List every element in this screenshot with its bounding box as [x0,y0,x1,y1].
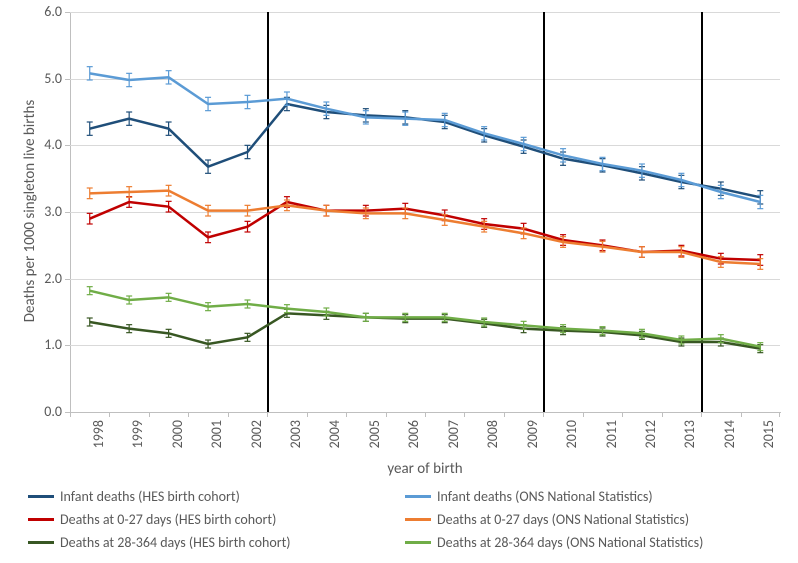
x-tick-label: 2011 [603,420,620,460]
series-line [90,73,761,202]
x-tick-mark [662,412,663,417]
x-tick-mark [188,412,189,417]
y-tick-label: 1.0 [32,336,62,353]
x-tick-mark [543,412,544,417]
x-tick-mark [622,412,623,417]
legend-item: Infant deaths (HES birth cohort) [28,488,393,505]
x-tick-label: 2000 [169,420,186,460]
y-tick-label: 3.0 [32,203,62,220]
legend-item: Infant deaths (ONS National Statistics) [405,488,770,505]
x-tick-label: 2010 [563,420,580,460]
x-tick-mark [583,412,584,417]
legend-swatch [405,495,431,498]
x-tick-mark [109,412,110,417]
chart-container: Deaths per 1000 singleton live births ye… [0,0,798,563]
x-tick-label: 2004 [326,420,343,460]
x-tick-label: 2005 [366,420,383,460]
x-tick-label: 2006 [405,420,422,460]
series-svg [70,12,780,412]
legend-swatch [405,541,431,544]
y-tick-label: 0.0 [32,403,62,420]
x-tick-label: 2009 [524,420,541,460]
x-tick-label: 2002 [248,420,265,460]
series-line [90,191,761,264]
legend-swatch [405,518,431,521]
x-tick-label: 2008 [484,420,501,460]
x-tick-label: 2013 [681,420,698,460]
legend: Infant deaths (HES birth cohort) Infant d… [28,488,770,551]
legend-label: Deaths at 28-364 days (HES birth cohort) [60,534,291,551]
legend-label: Infant deaths (HES birth cohort) [60,488,240,505]
legend-item: Deaths at 28-364 days (ONS National Stat… [405,534,770,551]
legend-swatch [28,518,54,521]
legend-swatch [28,541,54,544]
legend-item: Deaths at 28-364 days (HES birth cohort) [28,534,393,551]
legend-item: Deaths at 0-27 days (HES birth cohort) [28,511,393,528]
y-tick-label: 5.0 [32,70,62,87]
y-tick-label: 4.0 [32,136,62,153]
x-tick-mark [779,412,780,417]
x-tick-label: 2012 [642,420,659,460]
legend-swatch [28,495,54,498]
x-tick-label: 2007 [445,420,462,460]
x-tick-label: 1999 [129,420,146,460]
legend-label: Deaths at 0-27 days (HES birth cohort) [60,511,276,528]
x-tick-label: 2001 [208,420,225,460]
x-tick-label: 2014 [721,420,738,460]
x-tick-mark [149,412,150,417]
legend-label: Infant deaths (ONS National Statistics) [437,488,653,505]
y-tick-label: 6.0 [32,3,62,20]
x-tick-mark [741,412,742,417]
x-tick-label: 2003 [287,420,304,460]
x-tick-label: 1998 [90,420,107,460]
legend-label: Deaths at 28-364 days (ONS National Stat… [437,534,703,551]
x-axis-label: year of birth [70,460,780,478]
x-tick-mark [346,412,347,417]
y-tick-label: 2.0 [32,270,62,287]
x-tick-label: 2015 [760,420,777,460]
x-tick-mark [464,412,465,417]
x-tick-mark [701,412,702,417]
x-tick-mark [228,412,229,417]
x-tick-mark [425,412,426,417]
series-line [90,104,761,197]
x-tick-mark [267,412,268,417]
x-tick-mark [386,412,387,417]
x-tick-mark [70,412,71,417]
series-line [90,313,761,348]
legend-item: Deaths at 0-27 days (ONS National Statis… [405,511,770,528]
legend-label: Deaths at 0-27 days (ONS National Statis… [437,511,689,528]
x-tick-mark [307,412,308,417]
x-tick-mark [504,412,505,417]
